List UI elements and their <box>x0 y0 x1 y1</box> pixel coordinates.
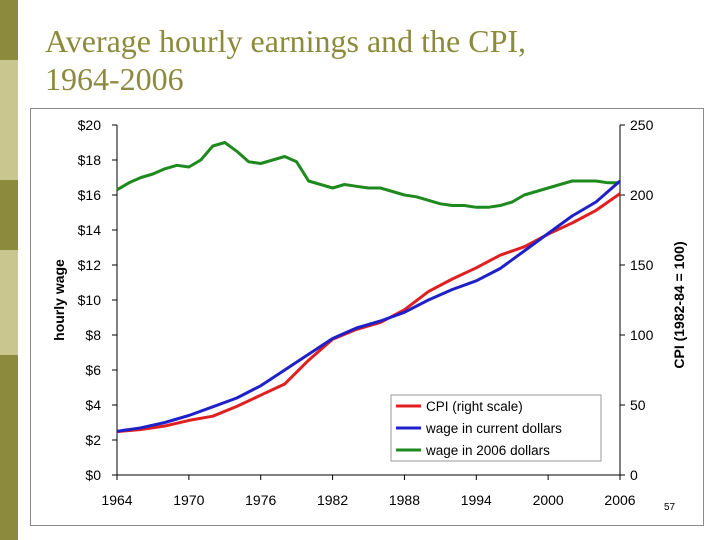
y-right-tick-label: 150 <box>630 257 654 273</box>
x-tick-label: 1970 <box>173 492 204 508</box>
y-left-tick-label: $4 <box>85 397 101 413</box>
y-right-tick-label: 200 <box>630 187 654 203</box>
y-left-tick-label: $18 <box>78 152 102 168</box>
legend-label: wage in 2006 dollars <box>425 443 550 458</box>
y-left-tick-label: $2 <box>85 432 101 448</box>
sidebar-block <box>0 355 18 540</box>
x-tick-label: 1964 <box>101 492 132 508</box>
y-left-tick-label: $16 <box>78 187 102 203</box>
y-left-tick-label: $10 <box>78 292 102 308</box>
x-tick-label: 1982 <box>317 492 348 508</box>
x-tick-label: 1988 <box>389 492 420 508</box>
x-tick-label: 1994 <box>461 492 492 508</box>
y-axis-left-label: hourly wage <box>51 259 67 341</box>
series-line-wage-2006 <box>116 141 620 209</box>
y-left-tick-label: $8 <box>85 327 101 343</box>
y-axis-right-label: CPI (1982-84 = 100) <box>671 241 687 368</box>
series-line-wage-current <box>116 179 621 433</box>
slide-number: 57 <box>664 502 676 513</box>
x-tick-label: 2000 <box>533 492 564 508</box>
slide-title-line2: 1964-2006 <box>45 61 184 97</box>
sidebar-block <box>0 0 18 60</box>
legend-box <box>390 394 602 462</box>
x-tick-label: 1976 <box>245 492 276 508</box>
y-left-tick-label: $0 <box>85 467 101 483</box>
y-left-tick-label: $14 <box>78 222 102 238</box>
sidebar-decoration <box>0 0 18 540</box>
sidebar-block <box>0 180 18 250</box>
y-right-tick-label: 50 <box>630 397 646 413</box>
y-right-tick-label: 100 <box>630 327 654 343</box>
slide-title-line1: Average hourly earnings and the CPI, <box>45 23 527 59</box>
slide-title: Average hourly earnings and the CPI, 196… <box>45 22 526 98</box>
y-left-tick-label: $6 <box>85 362 101 378</box>
y-left-tick-label: $20 <box>78 117 102 133</box>
y-left-tick-label: $12 <box>78 257 102 273</box>
legend-label: wage in current dollars <box>425 421 562 436</box>
y-right-tick-label: 250 <box>630 117 654 133</box>
y-right-tick-label: 0 <box>630 467 638 483</box>
legend: CPI (right scale) wage in current dollars… <box>390 394 602 462</box>
sidebar-block <box>0 60 18 180</box>
sidebar-block <box>0 250 18 355</box>
legend-label: CPI (right scale) <box>426 399 523 414</box>
x-tick-label: 2006 <box>604 492 635 508</box>
